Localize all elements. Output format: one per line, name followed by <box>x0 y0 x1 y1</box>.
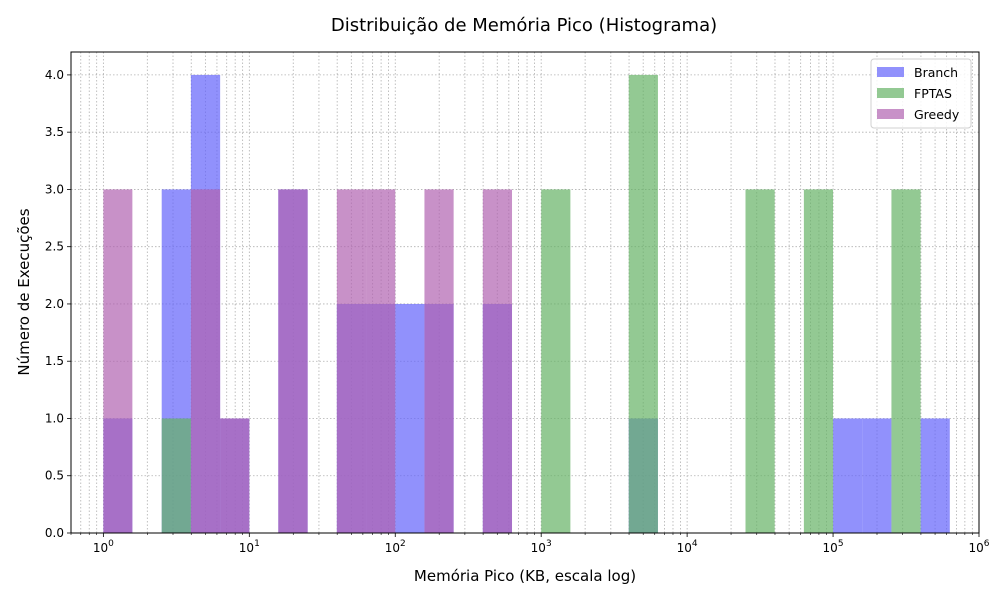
histogram-bar <box>745 189 775 533</box>
legend-label: Greedy <box>914 107 960 122</box>
histogram-bar <box>920 418 950 533</box>
histogram-bar <box>891 189 921 533</box>
histogram-bar <box>803 189 834 533</box>
y-tick-label: 1.5 <box>45 354 64 368</box>
bars-layer <box>103 74 950 534</box>
y-tick-label: 3.0 <box>45 182 64 196</box>
legend: Branch FPTAS Greedy <box>870 58 972 129</box>
ticks-layer: 100 101 102 103 104 105 106 0.0 0.5 1.0 1.5 2.0 2.5 3… <box>45 68 990 555</box>
plot-frame <box>70 51 980 534</box>
histogram-bar <box>482 189 513 533</box>
histogram-bar <box>336 189 367 533</box>
x-tick-label: 102 <box>385 539 406 555</box>
y-tick-label: 3.5 <box>45 125 64 139</box>
legend-label: FPTAS <box>914 86 952 101</box>
histogram-bar <box>424 189 454 533</box>
x-tick-label: 101 <box>239 539 260 555</box>
histogram-bar <box>278 189 308 533</box>
y-axis-label: Número de Execuções <box>15 208 33 375</box>
histogram-bar <box>190 189 221 533</box>
histogram-bar <box>103 189 133 533</box>
histogram-bar <box>395 303 425 533</box>
histogram-bar <box>628 74 658 534</box>
x-tick-label: 100 <box>93 539 114 555</box>
y-tick-label: 4.0 <box>45 68 64 82</box>
y-tick-label: 0.5 <box>45 469 64 483</box>
x-tick-label: 105 <box>823 539 844 555</box>
legend-swatch <box>877 88 904 98</box>
histogram-bar <box>862 418 892 533</box>
legend-swatch <box>877 109 904 119</box>
x-tick-label: 104 <box>677 539 698 555</box>
histogram-bar <box>541 189 571 533</box>
x-axis-label: Memória Pico (KB, escala log) <box>414 567 636 585</box>
series-greedy <box>103 189 513 533</box>
x-tick-label: 106 <box>968 539 989 555</box>
histogram-bar <box>833 418 863 533</box>
histogram-bar <box>366 189 396 533</box>
histogram-bar <box>220 418 250 533</box>
x-tick-label: 103 <box>531 539 552 555</box>
y-tick-label: 2.0 <box>45 297 64 311</box>
legend-swatch <box>877 67 904 77</box>
series-fptas <box>161 74 921 534</box>
y-tick-label: 2.5 <box>45 240 64 254</box>
histogram-bar <box>161 418 191 533</box>
chart-title: Distribuição de Memória Pico (Histograma… <box>331 15 717 36</box>
y-tick-label: 1.0 <box>45 411 64 425</box>
legend-label: Branch <box>914 65 958 80</box>
y-tick-label: 0.0 <box>45 526 64 540</box>
